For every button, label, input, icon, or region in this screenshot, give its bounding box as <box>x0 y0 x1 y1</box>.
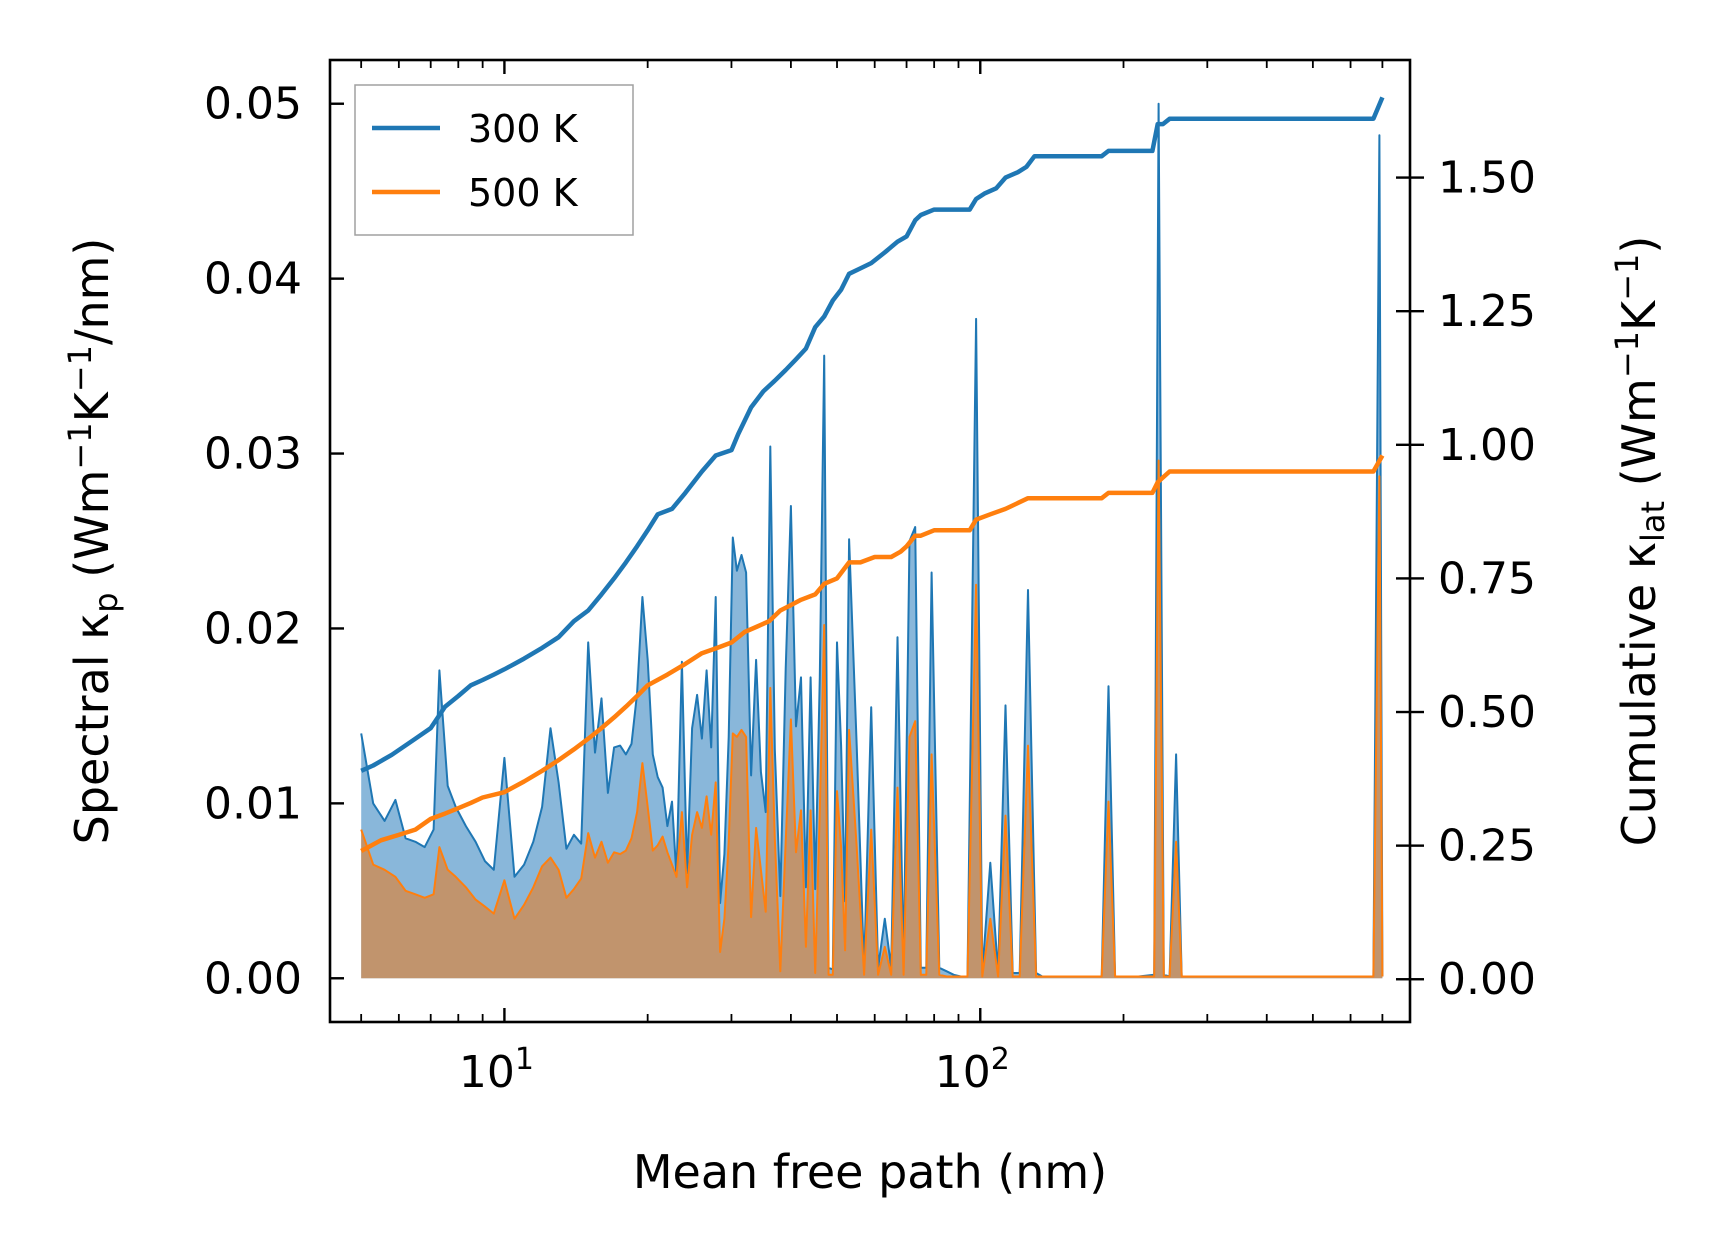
left-y-tick-label: 0.01 <box>204 778 302 829</box>
x-axis-label: Mean free path (nm) <box>633 1145 1107 1199</box>
spectral-fill-500k <box>361 460 1383 979</box>
plot-frame <box>328 58 1412 1024</box>
right-y-tick-label: 1.00 <box>1438 420 1536 471</box>
right-y-tick-label: 0.75 <box>1438 553 1536 604</box>
series-line-layer <box>360 96 1385 853</box>
right-y-tick-label: 0.25 <box>1438 821 1536 872</box>
left-y-tick-label: 0.03 <box>204 429 302 480</box>
spectral-line-500k <box>360 459 1384 978</box>
x-tick-label: 101 <box>459 1042 534 1098</box>
left-y-tick-label: 0.00 <box>204 953 302 1004</box>
left-y-tick-label: 0.02 <box>204 603 302 654</box>
legend-label-500k: 500 K <box>468 171 579 215</box>
right-y-tick-label: 1.50 <box>1438 153 1536 204</box>
left-y-axis-label: Spectral κp (Wm−1K−1/nm) <box>61 238 125 845</box>
spectral-fill-300k <box>361 103 1383 979</box>
legend-label-300k: 300 K <box>468 107 579 151</box>
right-y-tick-label: 0.50 <box>1438 687 1536 738</box>
tick-layer: 101 1020.000.010.020.030.040.050.000.250.… <box>204 60 1536 1098</box>
left-y-tick-label: 0.05 <box>204 79 302 130</box>
right-y-tick-label: 0.00 <box>1438 954 1536 1005</box>
right-y-axis-label: Cumulative κlat (Wm−1K−1) <box>1608 236 1672 847</box>
legend-box <box>354 84 634 236</box>
left-y-tick-label: 0.04 <box>204 254 302 305</box>
spectral-fill-layer <box>360 102 1384 979</box>
cumulative-line-500k <box>360 454 1385 853</box>
right-y-tick-label: 1.25 <box>1438 286 1536 337</box>
legend: 300 K 500 K <box>354 84 634 236</box>
cumulative-line-300k <box>360 96 1385 773</box>
